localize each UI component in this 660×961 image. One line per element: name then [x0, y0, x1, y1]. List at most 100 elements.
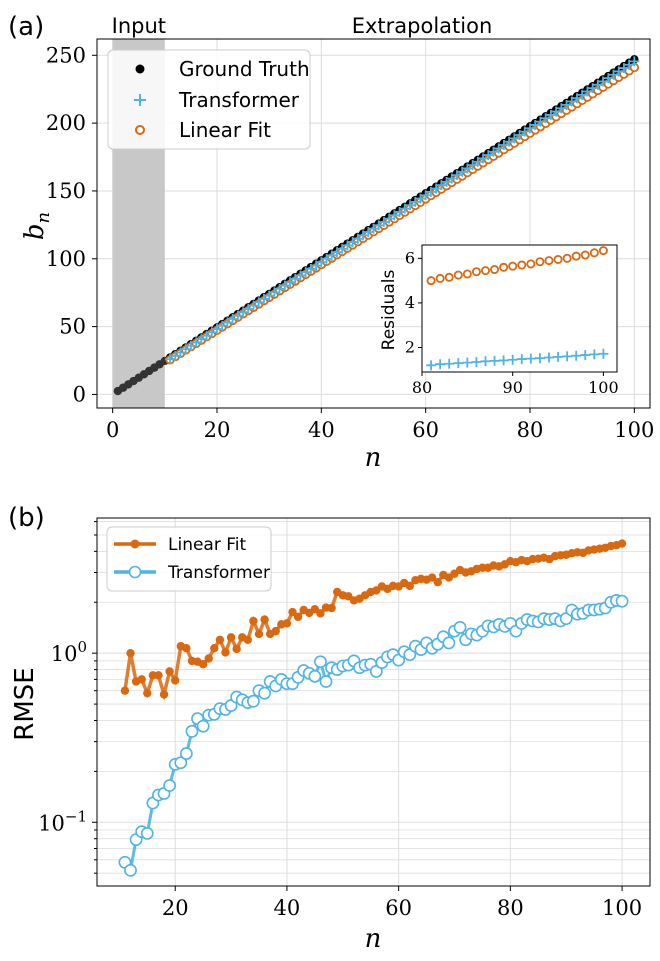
transformer-point	[285, 277, 296, 288]
linear-fit-point	[154, 671, 163, 680]
legend-label-linear-fit: Linear Fit	[179, 118, 271, 142]
linear-fit-point	[215, 635, 225, 644]
transformer-point	[561, 99, 572, 110]
inset-transformer-point	[598, 348, 609, 359]
inset-x-tick-label: 80	[412, 378, 432, 397]
ylabel-subscript: n	[33, 212, 54, 224]
inset-transformer-point	[580, 350, 591, 361]
inset-marks	[426, 246, 609, 371]
transformer-point	[264, 290, 275, 301]
linear-fit-point	[427, 573, 437, 582]
transformer-point	[629, 56, 640, 67]
transformer-point	[316, 257, 327, 268]
x-tick-label: 80	[517, 418, 544, 442]
linear-fit-point	[617, 539, 627, 548]
linear-fit-point	[327, 603, 336, 613]
inset-transformer-point	[453, 358, 464, 369]
linear-fit-point	[282, 619, 292, 628]
transformer-point	[389, 210, 400, 221]
x-tick-label: 100	[602, 896, 642, 920]
inset-transformer-point	[543, 352, 554, 363]
inset-axes-frame	[421, 244, 618, 373]
inset-transformer-point	[553, 351, 564, 362]
inset-linear-fit-point	[453, 270, 463, 280]
transformer-point	[358, 230, 369, 241]
linear-fit-point	[182, 644, 191, 653]
inset-ylabel: Residuals	[379, 270, 399, 351]
transformer-point	[170, 350, 181, 361]
transformer-point	[582, 86, 593, 97]
transformer-point	[368, 223, 379, 234]
y-tick-exponent: 0	[77, 638, 87, 656]
transformer-point	[378, 216, 389, 227]
panel-a-legend: Ground Truth Transformer Linear Fit	[107, 49, 311, 150]
transformer-point	[613, 66, 624, 77]
linear-fit-point	[126, 648, 135, 658]
transformer-point	[337, 243, 348, 254]
panel-b-legend: Linear Fit Transformer	[106, 526, 272, 592]
inset-linear-fit-point	[444, 272, 454, 282]
transformer-point	[274, 283, 285, 294]
inset-linear-fit-point	[508, 261, 518, 271]
transformer-point	[509, 133, 520, 144]
panel-b-axes-frame	[96, 517, 651, 887]
transformer-point	[222, 317, 233, 328]
transformer-point	[615, 594, 629, 608]
transformer-point	[295, 270, 306, 281]
panel-b-label: (b)	[8, 503, 45, 533]
inset-transformer-point	[435, 359, 446, 370]
inset-transformer-point	[498, 355, 509, 366]
transformer-point	[545, 109, 556, 120]
input-region-label: Input	[112, 14, 166, 38]
transformer-point	[196, 719, 210, 733]
inset-linear-fit-point	[535, 257, 545, 267]
transformer-point	[124, 863, 137, 877]
x-tick-label: 20	[204, 418, 231, 442]
transformer-point	[211, 324, 222, 335]
inset-transformer-point	[507, 354, 518, 365]
inset-linear-fit-point	[571, 251, 581, 261]
linear-fit-point	[171, 676, 180, 685]
transformer-point	[321, 253, 332, 264]
inset-linear-fit-point	[490, 265, 500, 275]
transformer-point	[300, 267, 311, 278]
transformer-point	[140, 826, 154, 840]
legend-marker-ground-truth	[135, 64, 145, 74]
transformer-point	[163, 779, 177, 792]
transformer-point	[504, 136, 515, 147]
transformer-point	[405, 200, 416, 211]
transformer-point	[319, 675, 333, 688]
legend-label-transformer: Transformer	[167, 563, 270, 583]
transformer-point	[248, 300, 259, 311]
transformer-point	[253, 297, 264, 308]
transformer-point	[352, 233, 363, 244]
panel-a-ylabel: bn	[20, 212, 54, 240]
linear-fit-point	[433, 577, 442, 587]
transformer-point	[472, 156, 483, 167]
transformer-point	[217, 320, 228, 331]
inset-transformer-point	[444, 358, 455, 369]
transformer-point	[540, 113, 551, 124]
transformer-point	[420, 190, 431, 201]
y-tick-base: 10	[38, 811, 65, 835]
linear-fit-point	[198, 660, 208, 669]
transformer-point	[431, 183, 442, 194]
y-tick-label: 200	[46, 111, 86, 135]
transformer-point	[608, 69, 619, 80]
transformer-point	[566, 96, 577, 107]
transformer-point	[451, 170, 462, 181]
inset-linear-fit-point	[544, 256, 554, 266]
transformer-point	[483, 150, 494, 161]
transformer-point	[618, 63, 629, 74]
transformer-point	[488, 146, 499, 157]
transformer-point	[206, 327, 217, 338]
inset-linear-fit-point	[517, 260, 527, 270]
y-tick-exponent: −1	[65, 807, 87, 825]
transformer-point	[442, 636, 456, 650]
transformer-point	[258, 293, 269, 304]
linear-fit-point	[210, 644, 219, 653]
inset-y-tick-label: 4	[405, 293, 415, 312]
transformer-point	[530, 119, 541, 130]
